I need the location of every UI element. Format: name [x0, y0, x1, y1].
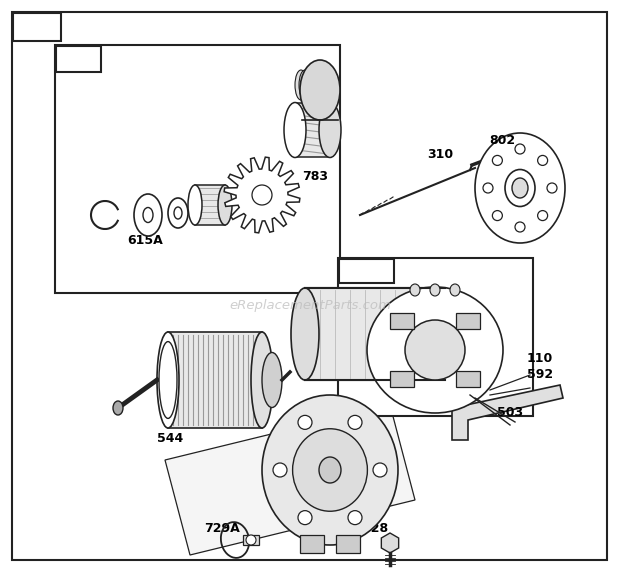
- Ellipse shape: [450, 284, 460, 296]
- Circle shape: [492, 211, 502, 221]
- Text: 310: 310: [427, 149, 453, 161]
- Ellipse shape: [319, 102, 341, 157]
- Text: 309: 309: [22, 20, 51, 34]
- Circle shape: [515, 222, 525, 232]
- Bar: [55, 45, 340, 293]
- Circle shape: [373, 463, 387, 477]
- Ellipse shape: [284, 102, 306, 157]
- Ellipse shape: [304, 70, 316, 100]
- Circle shape: [547, 183, 557, 193]
- Text: 729A: 729A: [204, 521, 240, 535]
- Circle shape: [298, 415, 312, 429]
- Text: 510: 510: [65, 53, 92, 66]
- Ellipse shape: [512, 178, 528, 198]
- Ellipse shape: [174, 207, 182, 219]
- Ellipse shape: [188, 185, 202, 225]
- Ellipse shape: [430, 284, 440, 296]
- Bar: [243, 535, 259, 545]
- Ellipse shape: [157, 332, 179, 428]
- Bar: [456, 371, 480, 387]
- Ellipse shape: [405, 320, 465, 380]
- Text: 1090: 1090: [351, 266, 382, 276]
- Circle shape: [538, 211, 547, 221]
- Ellipse shape: [313, 70, 325, 100]
- Bar: [195, 185, 225, 225]
- Text: 615A: 615A: [127, 233, 163, 246]
- Text: 728: 728: [362, 521, 388, 535]
- Circle shape: [483, 183, 493, 193]
- Text: eReplacementParts.com: eReplacementParts.com: [229, 298, 391, 311]
- Bar: [391, 313, 414, 329]
- Ellipse shape: [431, 288, 459, 380]
- Ellipse shape: [251, 332, 273, 428]
- Ellipse shape: [252, 185, 272, 205]
- Bar: [456, 313, 480, 329]
- Polygon shape: [452, 385, 563, 440]
- Ellipse shape: [143, 208, 153, 222]
- Ellipse shape: [159, 342, 177, 418]
- Ellipse shape: [113, 401, 123, 415]
- Text: 803: 803: [350, 274, 376, 287]
- Bar: [168, 332, 263, 428]
- Bar: [56, 46, 101, 72]
- Bar: [305, 288, 445, 380]
- Ellipse shape: [300, 60, 340, 120]
- Bar: [295, 103, 330, 157]
- Polygon shape: [224, 157, 300, 233]
- Circle shape: [246, 535, 256, 545]
- Ellipse shape: [218, 185, 232, 225]
- Polygon shape: [381, 533, 399, 553]
- Text: 510: 510: [65, 53, 91, 66]
- Ellipse shape: [505, 170, 535, 207]
- Text: 592: 592: [527, 369, 553, 381]
- Bar: [391, 371, 414, 387]
- Ellipse shape: [319, 457, 341, 483]
- Text: 801: 801: [312, 462, 338, 474]
- Bar: [339, 259, 394, 283]
- Ellipse shape: [291, 288, 319, 380]
- Ellipse shape: [295, 70, 307, 100]
- Ellipse shape: [410, 284, 420, 296]
- Ellipse shape: [299, 70, 311, 100]
- Circle shape: [253, 186, 271, 204]
- Text: 544: 544: [157, 432, 183, 445]
- Circle shape: [298, 511, 312, 525]
- Circle shape: [348, 511, 362, 525]
- Circle shape: [538, 156, 547, 166]
- Text: 503: 503: [497, 405, 523, 418]
- Ellipse shape: [308, 70, 320, 100]
- Circle shape: [273, 463, 287, 477]
- Text: 110: 110: [527, 352, 553, 364]
- Text: 1090: 1090: [348, 258, 378, 268]
- Bar: [300, 535, 324, 553]
- Text: 802: 802: [489, 133, 515, 146]
- Bar: [338, 258, 533, 416]
- Polygon shape: [165, 405, 415, 555]
- Bar: [13, 13, 61, 41]
- Ellipse shape: [262, 353, 282, 408]
- Ellipse shape: [475, 133, 565, 243]
- Ellipse shape: [293, 429, 368, 511]
- Bar: [336, 535, 360, 553]
- Circle shape: [348, 415, 362, 429]
- Ellipse shape: [262, 395, 398, 545]
- Ellipse shape: [367, 287, 503, 413]
- Text: 309: 309: [16, 21, 45, 35]
- Ellipse shape: [134, 194, 162, 236]
- Circle shape: [515, 144, 525, 154]
- Circle shape: [492, 156, 502, 166]
- Text: 311: 311: [392, 388, 418, 401]
- Text: 783: 783: [302, 170, 328, 184]
- Ellipse shape: [168, 198, 188, 228]
